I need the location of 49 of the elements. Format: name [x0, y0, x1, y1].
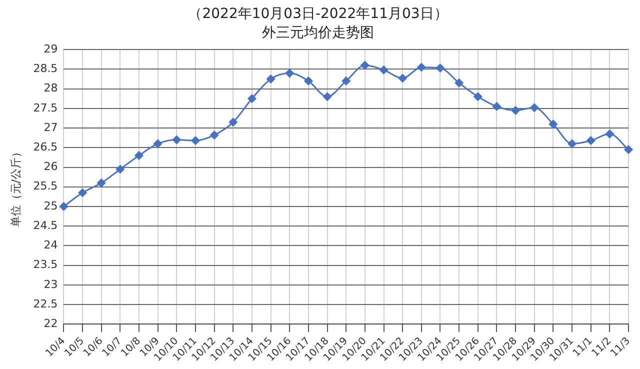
y-tick-label: 24.5: [33, 218, 58, 232]
point: [530, 103, 539, 112]
point: [605, 130, 614, 138]
y-tick-label: 22.5: [33, 297, 58, 310]
point: [172, 136, 181, 144]
y-tick-label: 24: [44, 238, 58, 252]
y-tick-label: 22: [44, 316, 58, 330]
point: [380, 66, 388, 74]
y-tick-label: 26.5: [33, 140, 58, 154]
point: [511, 106, 520, 115]
point: [568, 139, 576, 148]
point: [548, 120, 558, 128]
point: [304, 76, 313, 86]
y-axis-title: 单位（元/公斤）: [9, 146, 22, 228]
y-tick-label: 23: [44, 278, 58, 291]
point: [474, 92, 482, 101]
point: [134, 151, 144, 160]
point: [266, 74, 276, 84]
y-tick-label: 27: [44, 120, 58, 134]
point: [342, 76, 350, 86]
point: [116, 164, 124, 174]
y-tick-label: 23.5: [33, 258, 58, 272]
point: [492, 102, 501, 111]
y-tick-label: 28.5: [33, 62, 58, 76]
point: [454, 78, 464, 88]
y-tick-label: 26: [44, 160, 58, 174]
point: [360, 61, 370, 70]
chart-subtitle: 外三元均价走势图: [262, 24, 374, 41]
y-tick-label: 28: [44, 82, 58, 95]
y-tick-label: 25.5: [33, 180, 58, 193]
point: [323, 92, 332, 101]
point: [248, 94, 256, 103]
y-tick-label: 29: [44, 42, 58, 56]
point: [624, 145, 633, 154]
chart-title: （2022年10月03日-2022年11月03日）: [188, 6, 448, 22]
point: [436, 64, 444, 72]
point: [285, 68, 294, 78]
point: [97, 178, 106, 188]
y-tick-label: 27.5: [33, 101, 58, 114]
point: [59, 202, 68, 211]
point: [417, 63, 426, 72]
point: [228, 118, 238, 126]
point: [210, 130, 219, 140]
y-tick-label: 25: [44, 199, 58, 212]
point: [586, 136, 596, 145]
point: [191, 136, 200, 145]
point: [398, 74, 407, 82]
point: [78, 188, 87, 197]
point: [154, 139, 162, 148]
